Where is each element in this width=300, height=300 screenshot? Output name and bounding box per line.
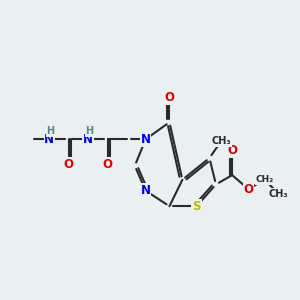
Text: S: S	[192, 200, 201, 213]
Text: CH₃: CH₃	[269, 189, 289, 199]
Text: O: O	[103, 158, 113, 171]
Text: CH₃: CH₃	[212, 136, 231, 146]
Text: N: N	[141, 184, 151, 197]
Text: O: O	[164, 91, 174, 104]
Text: O: O	[64, 158, 74, 171]
Text: CH₂: CH₂	[256, 175, 274, 184]
Text: O: O	[227, 144, 237, 157]
Text: H: H	[46, 126, 54, 136]
Text: N: N	[44, 133, 54, 146]
Text: N: N	[141, 133, 151, 146]
Text: N: N	[83, 133, 93, 146]
Text: H: H	[85, 126, 93, 136]
Text: O: O	[243, 183, 254, 196]
